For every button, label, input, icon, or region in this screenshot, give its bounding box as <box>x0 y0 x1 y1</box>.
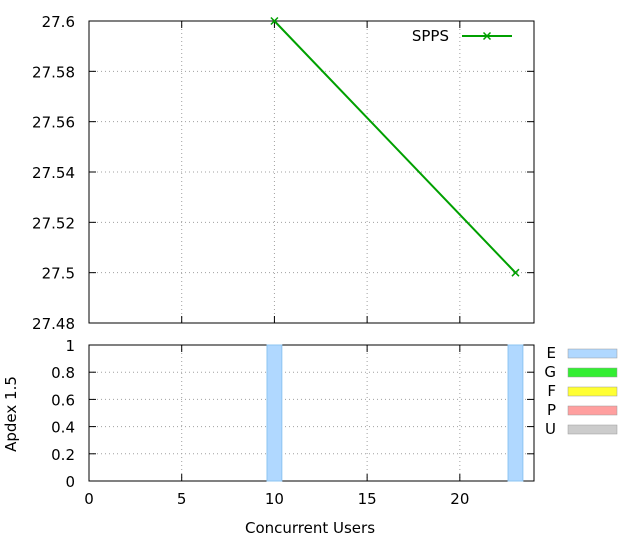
top-legend: SPPS <box>412 27 512 45</box>
apdex-legend-swatch <box>567 405 618 416</box>
data-point-marker <box>511 268 520 277</box>
apdex-bar <box>266 344 283 482</box>
bottom-y-ticks: 0 0.2 0.4 0.6 0.8 1 <box>51 337 534 491</box>
apdex-legend-label: P <box>547 401 556 419</box>
apdex-bars <box>266 344 524 482</box>
top-plot-frame <box>88 20 535 324</box>
top-y-tick-label: 27.52 <box>32 214 75 232</box>
x-axis-label: Concurrent Users <box>245 519 375 537</box>
series-line-spps <box>273 20 517 274</box>
bottom-x-tick-label: 15 <box>358 490 377 508</box>
top-y-tick-label: 27.48 <box>32 315 75 333</box>
bottom-y-tick-label: 1 <box>65 337 75 355</box>
legend-label: SPPS <box>412 27 449 45</box>
apdex-legend-label: U <box>545 420 556 438</box>
top-y-tick-label: 27.58 <box>32 63 75 81</box>
bottom-y-tick-label: 0.6 <box>51 391 75 409</box>
bottom-x-tick-label: 10 <box>265 490 284 508</box>
bottom-x-ticks: 0 5 10 15 20 <box>84 345 469 508</box>
data-point-marker <box>270 16 279 26</box>
top-y-tick-label: 27.56 <box>32 114 75 132</box>
top-y-tick-label: 27.54 <box>32 164 75 182</box>
y-axis-label-apdex: Apdex 1.5 <box>2 376 20 452</box>
bottom-y-tick-label: 0 <box>65 473 75 491</box>
bottom-gridlines <box>89 345 534 481</box>
bottom-x-tick-label: 5 <box>177 490 187 508</box>
bottom-x-tick-label: 20 <box>450 490 469 508</box>
top-y-ticks: 27.48 27.5 27.52 27.54 27.56 27.58 27.6 <box>32 13 534 333</box>
apdex-bar <box>507 344 524 482</box>
bottom-plot-frame <box>88 344 535 482</box>
top-y-tick-label: 27.6 <box>42 13 75 31</box>
series-lines <box>273 20 517 274</box>
apdex-legend-label: E <box>547 344 556 362</box>
top-y-tick-label: 27.5 <box>42 265 75 283</box>
apdex-legend-swatch <box>567 367 618 378</box>
apdex-legend-label: G <box>544 363 556 381</box>
series-points <box>270 16 520 277</box>
apdex-legend-swatch <box>567 386 618 397</box>
bottom-x-tick-label: 0 <box>84 490 94 508</box>
bottom-y-tick-label: 0.4 <box>51 419 75 437</box>
legend-marker <box>482 31 492 41</box>
apdex-legend-label: F <box>547 382 556 400</box>
top-gridlines <box>89 21 534 323</box>
bottom-y-tick-label: 0.2 <box>51 446 75 464</box>
bottom-y-tick-label: 0.8 <box>51 364 75 382</box>
apdex-legend-swatch <box>567 424 618 435</box>
apdex-legend-swatch <box>567 348 618 359</box>
